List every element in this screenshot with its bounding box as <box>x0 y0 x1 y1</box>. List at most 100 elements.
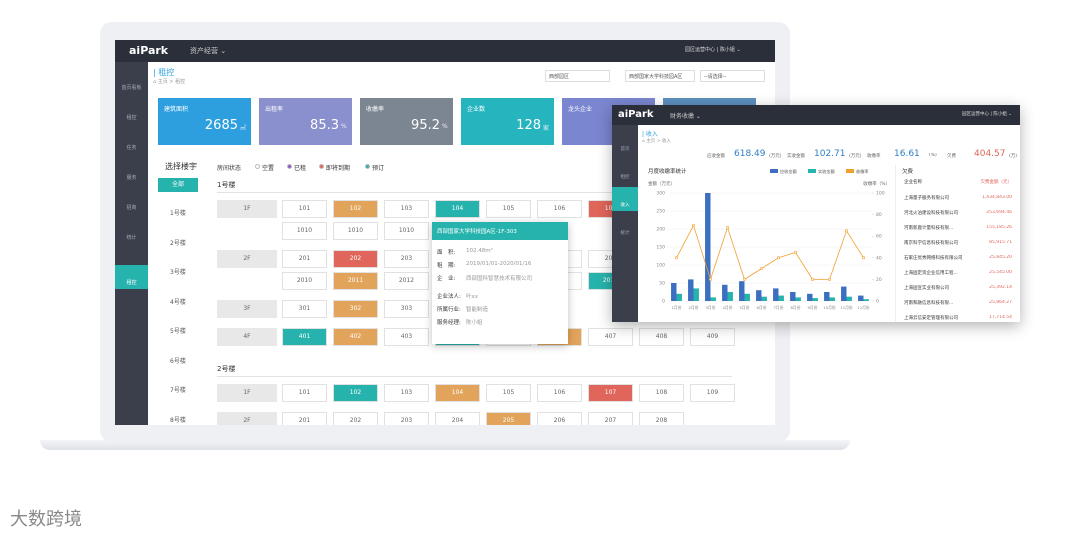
room-cell[interactable]: 106 <box>537 200 582 218</box>
room-cell[interactable]: 301 <box>282 300 327 318</box>
room-cell[interactable]: 201 <box>282 250 327 268</box>
room-cell[interactable]: 103 <box>384 384 429 402</box>
legend-label: 空置 <box>262 165 275 172</box>
logo: aiPark <box>129 44 169 57</box>
room-cell[interactable]: 1010 <box>282 222 327 240</box>
room-cell[interactable]: 102 <box>333 384 378 402</box>
building-item[interactable]: 6号楼 <box>170 357 186 365</box>
sidebar-item[interactable]: 任务 <box>126 145 137 151</box>
room-cell[interactable]: 2010 <box>282 272 327 290</box>
room-cell[interactable]: 106 <box>537 384 582 402</box>
card-title: 建筑面积 <box>164 106 189 113</box>
bar <box>790 292 796 301</box>
legend-title: 房间状态 <box>217 165 242 172</box>
room-cell[interactable]: 101 <box>282 200 327 218</box>
room-cell[interactable]: 207 <box>588 412 633 425</box>
list-name: 河南和融信息科技有限... <box>904 301 954 306</box>
room-cell[interactable]: 403 <box>384 328 429 346</box>
building-item[interactable]: 1号楼 <box>170 210 186 217</box>
floor-label: 2F <box>217 250 277 268</box>
room-cell[interactable]: 2012 <box>384 272 429 290</box>
room-cell[interactable]: 204 <box>435 412 480 425</box>
main-screen: aiPark 资产经营 ⌄ 园区运营中心 | 陈小姐 ⌄ 首页看板 租控 任务 服务 招商 统计… <box>115 40 775 425</box>
legend-swatch <box>770 169 778 173</box>
all-button[interactable]: 全部 <box>158 178 198 192</box>
tooltip-value: 智能制造 <box>466 307 489 313</box>
room-cell[interactable]: 1010 <box>384 222 429 240</box>
list-name: 上海云信安定管理有限公司 <box>904 316 958 321</box>
sidebar-item[interactable]: 统计 <box>620 231 630 236</box>
y2-tick-label: 40 <box>876 255 882 261</box>
sidebar-item[interactable]: 收入 <box>612 187 638 211</box>
tooltip: 西部国家大学科技园A区-1F-303 面 积: 102.48m² 租 期: 2019/0… <box>432 222 568 344</box>
room-cell[interactable]: 203 <box>384 250 429 268</box>
list-header: 欠费金额（元） <box>980 180 1013 185</box>
room-cell[interactable]: 101 <box>282 384 327 402</box>
building-item[interactable]: 7号楼 <box>170 387 186 394</box>
building-item[interactable]: 3号楼 <box>170 269 186 276</box>
building-item[interactable]: 2号楼 <box>170 239 186 247</box>
room-cell[interactable]: 409 <box>690 328 735 346</box>
legend-label: 收缴率 <box>856 168 869 175</box>
bar <box>722 284 728 301</box>
room-cell[interactable]: 407 <box>588 328 633 346</box>
stat-card <box>360 98 453 145</box>
sidebar-item[interactable]: 统计 <box>126 235 137 241</box>
room-cell[interactable]: 108 <box>639 384 684 402</box>
sidebar-item[interactable]: 招商 <box>126 205 137 211</box>
room-cell[interactable]: 103 <box>384 200 429 218</box>
line-point <box>674 256 678 260</box>
line-point <box>777 256 781 260</box>
room-cell[interactable]: 202 <box>333 250 378 268</box>
building-item[interactable]: 4号楼 <box>170 298 186 306</box>
room-cell[interactable]: 401 <box>282 328 327 346</box>
stat-value: 102.71 <box>814 149 846 159</box>
filter[interactable]: 西部园区 <box>545 70 610 82</box>
sidebar-item[interactable]: 首页看板 <box>121 85 142 91</box>
room-cell[interactable]: 201 <box>282 412 327 425</box>
filter[interactable]: --请选择-- <box>700 70 765 82</box>
room-cell[interactable]: 109 <box>690 384 735 402</box>
room-cell[interactable]: 205 <box>486 412 531 425</box>
building-item[interactable]: 8号楼 <box>170 416 186 424</box>
room-cell[interactable]: 302 <box>333 300 378 318</box>
room-cell[interactable]: 203 <box>384 412 429 425</box>
filter[interactable]: 西部国家大学科技园A区 <box>625 70 695 82</box>
bar <box>858 295 864 301</box>
floor-label: 2F <box>217 412 277 425</box>
bar <box>773 288 779 301</box>
room-cell[interactable]: 102 <box>333 200 378 218</box>
stat-unit: (万元) <box>769 154 782 159</box>
room-cell[interactable]: 303 <box>384 300 429 318</box>
room-cell[interactable]: 105 <box>486 200 531 218</box>
tooltip-value: 102.48m² <box>466 248 493 254</box>
sidebar-item[interactable]: 租控 <box>126 115 137 121</box>
room-cell[interactable]: 105 <box>486 384 531 402</box>
line-point <box>845 229 849 233</box>
room-cell[interactable]: 104 <box>435 200 480 218</box>
room-cell[interactable]: 206 <box>537 412 582 425</box>
legend-label: 预订 <box>372 165 385 172</box>
line-point <box>862 256 866 260</box>
bar <box>761 296 767 301</box>
sidebar-item[interactable]: 首页 <box>620 147 630 152</box>
building-item[interactable]: 5号楼 <box>170 328 186 335</box>
room-cell[interactable]: 408 <box>639 328 684 346</box>
room-cell[interactable]: 104 <box>435 384 480 402</box>
bar <box>824 292 830 301</box>
sidebar-item[interactable]: 租控 <box>620 175 630 180</box>
sidebar-item[interactable]: 服务 <box>126 175 137 181</box>
logo: aiPark <box>618 109 654 120</box>
room-cell[interactable]: 402 <box>333 328 378 346</box>
room-cell[interactable]: 208 <box>639 412 684 425</box>
room-cell[interactable]: 2011 <box>333 272 378 290</box>
room-cell[interactable]: 1010 <box>333 222 378 240</box>
x-tick-label: 10月份 <box>823 305 836 310</box>
sidebar-item[interactable]: 租控 <box>115 265 148 289</box>
room-cell[interactable]: 107 <box>588 384 633 402</box>
top-bar <box>115 40 775 62</box>
line-point <box>760 267 764 271</box>
legend-swatch <box>846 169 854 173</box>
room-cell[interactable]: 202 <box>333 412 378 425</box>
y-tick-label: 300 <box>656 191 665 197</box>
